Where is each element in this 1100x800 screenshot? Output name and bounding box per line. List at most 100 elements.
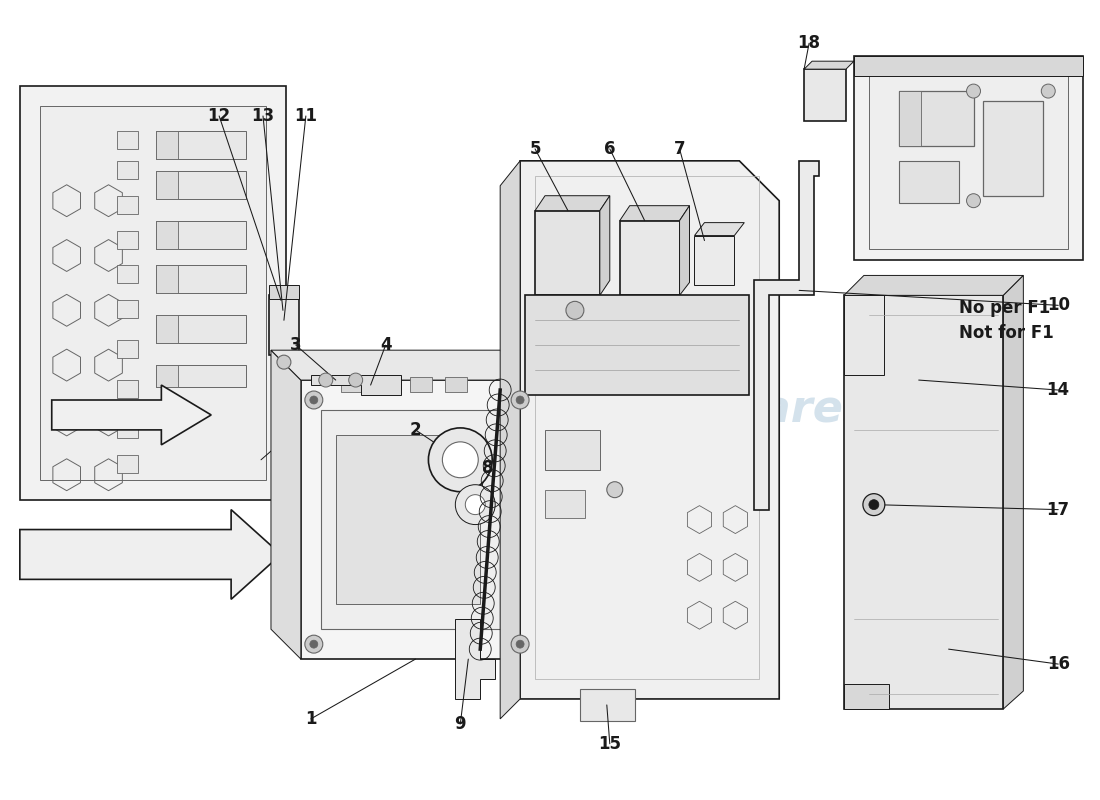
Circle shape	[349, 373, 363, 387]
Text: 12: 12	[208, 107, 231, 125]
Circle shape	[310, 396, 318, 404]
Bar	[844, 684, 889, 709]
Circle shape	[442, 442, 478, 478]
Circle shape	[869, 500, 879, 510]
Polygon shape	[619, 221, 680, 295]
Text: 18: 18	[798, 34, 821, 52]
Text: 17: 17	[1047, 501, 1070, 518]
Bar	[156, 221, 246, 249]
Circle shape	[565, 302, 584, 319]
Text: 9: 9	[454, 715, 466, 733]
Text: 8: 8	[483, 458, 494, 477]
Bar	[899, 91, 921, 146]
Circle shape	[455, 485, 495, 525]
Bar	[117, 131, 139, 149]
Polygon shape	[600, 196, 609, 295]
Polygon shape	[680, 206, 690, 295]
Circle shape	[465, 494, 485, 514]
Bar	[446, 377, 468, 392]
Bar	[156, 365, 246, 387]
Circle shape	[967, 84, 980, 98]
Bar	[156, 315, 178, 343]
Bar	[336, 435, 481, 604]
Polygon shape	[271, 350, 530, 380]
Bar	[156, 365, 178, 387]
Text: eurospares: eurospares	[588, 389, 870, 431]
Circle shape	[1042, 84, 1055, 98]
Text: 15: 15	[598, 735, 622, 753]
Text: 11: 11	[295, 107, 318, 125]
Bar	[156, 315, 246, 343]
Text: 1: 1	[305, 710, 317, 728]
Polygon shape	[854, 56, 1084, 261]
Bar	[117, 455, 139, 473]
Circle shape	[862, 494, 884, 515]
Polygon shape	[1003, 275, 1023, 709]
Polygon shape	[500, 161, 520, 719]
Polygon shape	[301, 380, 530, 659]
Bar	[544, 430, 600, 470]
Circle shape	[319, 373, 333, 387]
Bar	[321, 410, 505, 630]
Polygon shape	[311, 375, 400, 395]
Polygon shape	[694, 222, 745, 235]
Text: 7: 7	[673, 140, 685, 158]
Bar	[117, 340, 139, 358]
Text: eurospares: eurospares	[161, 389, 441, 431]
Bar	[117, 380, 139, 398]
Bar	[156, 266, 178, 294]
Bar	[156, 131, 246, 159]
Polygon shape	[40, 106, 266, 480]
Circle shape	[305, 635, 322, 653]
Polygon shape	[535, 196, 609, 210]
Circle shape	[967, 194, 980, 208]
Text: 5: 5	[529, 140, 541, 158]
Bar	[117, 266, 139, 283]
Polygon shape	[755, 161, 820, 510]
Polygon shape	[694, 235, 735, 286]
Circle shape	[516, 640, 524, 648]
Circle shape	[310, 640, 318, 648]
Circle shape	[512, 635, 529, 653]
Text: 6: 6	[604, 140, 616, 158]
Text: 10: 10	[1047, 296, 1069, 314]
Polygon shape	[535, 210, 600, 295]
Polygon shape	[854, 56, 1084, 76]
Polygon shape	[20, 86, 286, 500]
Polygon shape	[844, 295, 1003, 709]
Bar	[117, 196, 139, 214]
Text: 4: 4	[379, 336, 392, 354]
Text: 14: 14	[1047, 381, 1070, 399]
Bar	[580, 689, 635, 721]
Text: 13: 13	[252, 107, 275, 125]
Text: 2: 2	[409, 421, 421, 439]
Bar	[156, 170, 178, 198]
Polygon shape	[455, 619, 495, 699]
Bar	[270, 295, 299, 355]
Polygon shape	[525, 295, 749, 395]
Bar	[410, 377, 432, 392]
Circle shape	[607, 482, 623, 498]
Circle shape	[516, 396, 524, 404]
Polygon shape	[804, 61, 854, 69]
Polygon shape	[619, 206, 690, 221]
Circle shape	[512, 391, 529, 409]
Polygon shape	[52, 385, 211, 445]
Polygon shape	[20, 510, 281, 599]
Bar	[117, 230, 139, 249]
Polygon shape	[271, 350, 301, 659]
Bar	[117, 420, 139, 438]
Bar	[270, 286, 299, 299]
Circle shape	[277, 355, 290, 369]
Circle shape	[305, 391, 322, 409]
Bar	[341, 377, 363, 392]
Bar	[156, 221, 178, 249]
Bar	[544, 490, 585, 518]
Text: 16: 16	[1047, 655, 1069, 673]
Bar	[899, 161, 958, 202]
Polygon shape	[844, 295, 883, 375]
Bar	[156, 170, 246, 198]
Bar	[804, 69, 846, 121]
Polygon shape	[844, 275, 1023, 295]
Circle shape	[428, 428, 492, 492]
